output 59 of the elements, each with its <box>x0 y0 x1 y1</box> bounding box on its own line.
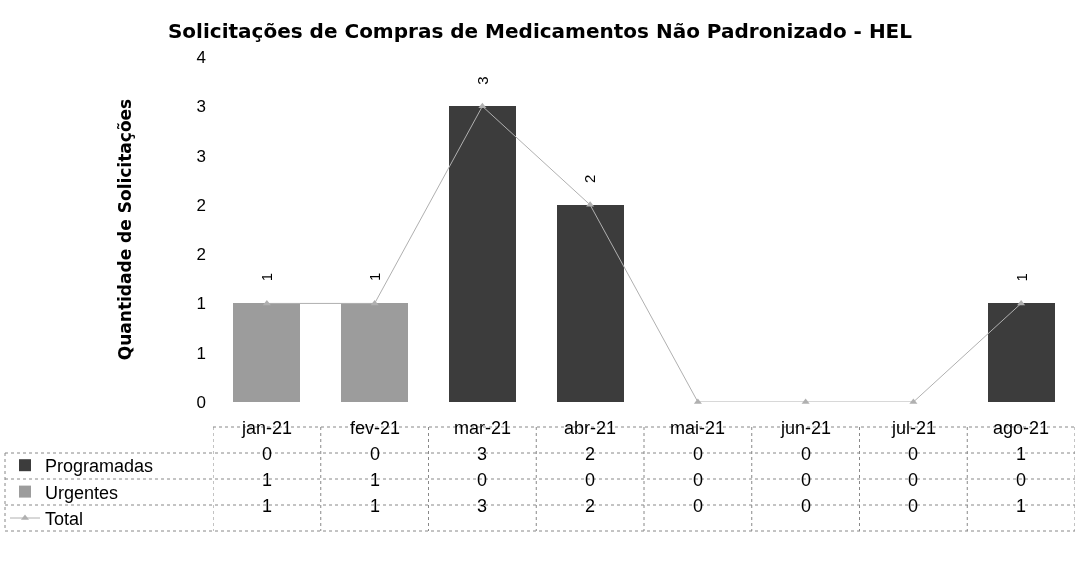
data-label: 1 <box>262 470 273 490</box>
y-tick-label: 2 <box>196 195 206 215</box>
bar <box>556 204 624 402</box>
annotation: 1 <box>258 272 276 282</box>
y-tick-label: 4 <box>196 47 206 67</box>
x-tick-label: fev-21 <box>350 418 401 438</box>
data-label: 2 <box>585 496 596 516</box>
point <box>370 299 379 306</box>
legend-label: Total <box>45 509 84 530</box>
data-label: 0 <box>477 470 488 490</box>
data-label: 1 <box>262 496 273 516</box>
point <box>262 299 271 306</box>
data-label: 0 <box>801 496 812 516</box>
annotation: 1 <box>1012 273 1030 282</box>
x-tick-label: jul-21 <box>891 418 937 438</box>
data-label: 0 <box>801 444 812 464</box>
y-tick-label: 3 <box>196 146 206 166</box>
data-label: 0 <box>585 470 596 490</box>
data-label: 0 <box>908 444 919 464</box>
data-label: 0 <box>801 470 812 490</box>
data-label: 3 <box>477 444 488 464</box>
annotation: 3 <box>474 76 492 85</box>
bar <box>987 303 1055 402</box>
data-label: 0 <box>908 470 919 490</box>
point <box>1017 299 1026 306</box>
data-label: 0 <box>262 444 273 464</box>
x-tick-label: ago-21 <box>993 418 1050 438</box>
legend-label: Programadas <box>45 456 154 477</box>
y-tick-label: 1 <box>196 343 206 363</box>
annotation: 2 <box>581 174 599 183</box>
y-axis-title: Quantidade de Solicitações <box>115 98 136 361</box>
data-label: 1 <box>1016 444 1027 464</box>
bar <box>341 303 409 402</box>
x-tick-label: abr-21 <box>564 418 617 438</box>
data-label: 0 <box>693 470 704 490</box>
data-label: 0 <box>693 496 704 516</box>
legend-label: Urgentes <box>45 482 119 503</box>
bar <box>448 106 516 402</box>
y-tick-label: 3 <box>196 97 206 117</box>
y-tick-label: 1 <box>196 294 206 314</box>
annotation: 1 <box>366 272 384 282</box>
data-label: 3 <box>477 496 488 516</box>
point <box>478 102 487 109</box>
data-label: 2 <box>585 444 596 464</box>
data-label: 0 <box>1016 470 1027 490</box>
data-label: 0 <box>693 444 704 464</box>
data-label: 1 <box>370 496 381 516</box>
x-tick-label: jun-21 <box>780 418 832 438</box>
bar <box>233 303 301 402</box>
y-tick-label: 0 <box>196 392 206 412</box>
y-tick-label: 2 <box>196 245 206 265</box>
x-tick-label: mai-21 <box>670 418 726 438</box>
x-tick-label: mar-21 <box>454 418 512 438</box>
data-label: 1 <box>1016 496 1027 516</box>
data-label: 0 <box>908 496 919 516</box>
data-label: 1 <box>370 470 381 490</box>
data-label: 0 <box>370 444 381 464</box>
chart-title: Solicitações de Compras de Medicamentos Não Padronizado - HEL <box>167 19 913 43</box>
x-tick-label: jan-21 <box>241 418 293 438</box>
